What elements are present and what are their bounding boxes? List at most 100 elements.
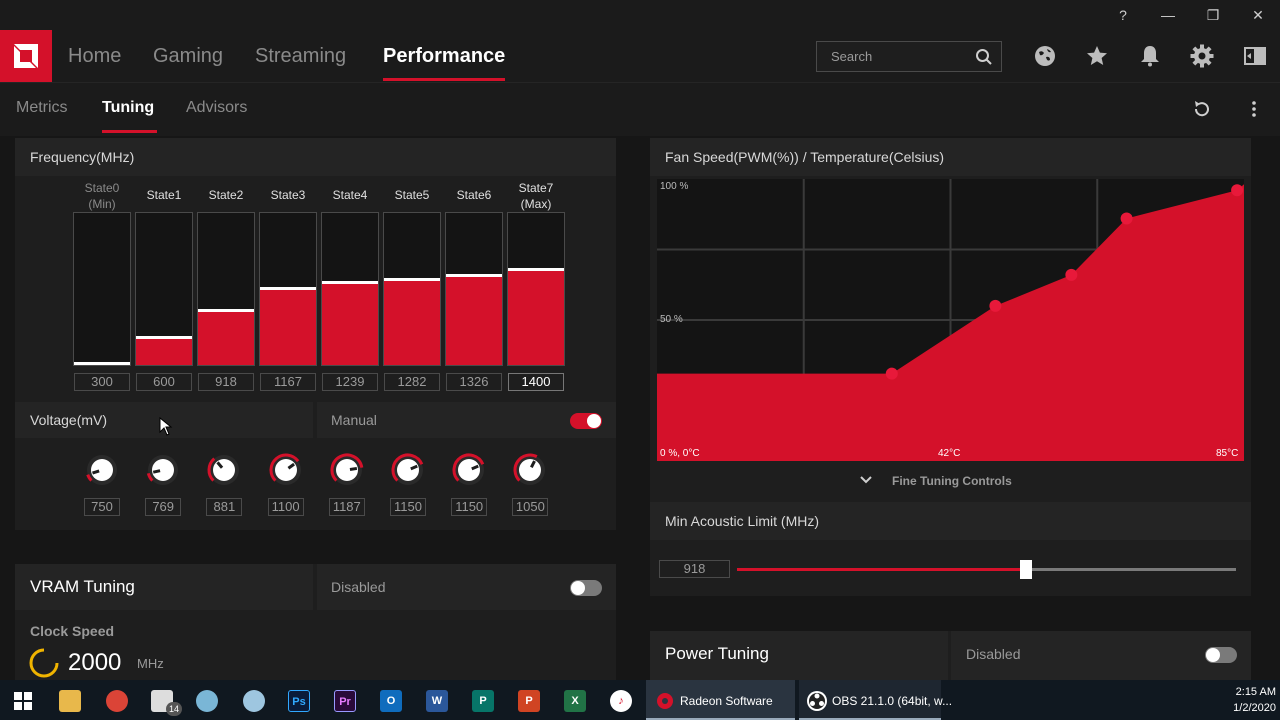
fan-curve-point[interactable] — [1231, 184, 1244, 197]
frequency-slider[interactable] — [73, 212, 131, 366]
voltage-value-field[interactable]: 1050 — [512, 498, 549, 516]
amd-logo-icon[interactable] — [0, 30, 52, 82]
voltage-knob[interactable] — [269, 453, 303, 487]
voltage-knob[interactable] — [452, 453, 486, 487]
taskbar-date[interactable]: 1/2/2020 — [1233, 702, 1276, 714]
frequency-value-field[interactable]: 918 — [198, 373, 254, 391]
voltage-knob[interactable] — [146, 453, 180, 487]
power-header — [650, 631, 948, 680]
taskbar-time[interactable]: 2:15 AM — [1235, 686, 1276, 698]
search-input[interactable]: Search — [816, 41, 1002, 72]
fan-curve-chart[interactable]: 100 % 50 % 0 %, 0°C 42°C 85°C — [657, 179, 1244, 461]
frequency-value-field[interactable]: 600 — [136, 373, 192, 391]
clock-speed-unit: MHz — [137, 656, 164, 671]
nav-streaming[interactable]: Streaming — [255, 45, 347, 67]
voltage-value-field[interactable]: 1150 — [451, 498, 488, 516]
vram-status-header — [317, 564, 616, 610]
windows-taskbar — [0, 680, 1280, 720]
voltage-mode-label: Manual — [331, 412, 377, 428]
acoustic-header — [650, 502, 1251, 540]
frequency-slider-fill — [198, 308, 254, 365]
frequency-slider[interactable] — [507, 212, 565, 366]
frequency-slider[interactable] — [445, 212, 503, 366]
voltage-value-field[interactable]: 769 — [145, 498, 182, 516]
voltage-knob[interactable] — [85, 453, 119, 487]
star-icon[interactable] — [1085, 44, 1109, 68]
fan-curve-point[interactable] — [1065, 268, 1078, 281]
nav-home[interactable]: Home — [68, 45, 122, 67]
frequency-slider[interactable] — [321, 212, 379, 366]
frequency-value-field[interactable]: 1400 — [508, 373, 564, 391]
nav-performance[interactable]: Performance — [383, 45, 506, 67]
state-label: State1 — [146, 188, 182, 202]
nav-active-indicator — [383, 78, 505, 81]
close-button[interactable]: ✕ — [1252, 7, 1264, 23]
windows-start-icon[interactable] — [13, 691, 33, 711]
fan-curve-point[interactable] — [885, 367, 898, 380]
frequency-value-field[interactable]: 1239 — [322, 373, 378, 391]
paint-icon[interactable] — [243, 690, 265, 712]
app-icon[interactable] — [196, 690, 218, 712]
sidebar-toggle-icon[interactable] — [1243, 44, 1267, 68]
vram-toggle[interactable] — [570, 580, 602, 596]
frequency-slider[interactable] — [197, 212, 255, 366]
clock-gauge-icon — [29, 648, 59, 678]
restore-button[interactable]: ❐ — [1206, 7, 1220, 23]
word-icon[interactable]: W — [426, 690, 448, 712]
power-toggle[interactable] — [1205, 647, 1237, 663]
vram-header — [15, 564, 313, 610]
itunes-icon[interactable]: ♪ — [610, 690, 632, 712]
file-explorer-icon[interactable] — [59, 690, 81, 712]
voltage-value-field[interactable]: 881 — [206, 498, 243, 516]
voltage-manual-toggle[interactable] — [570, 413, 602, 429]
voltage-value-field[interactable]: 750 — [84, 498, 120, 516]
excel-icon[interactable]: X — [564, 690, 586, 712]
outlook-icon[interactable]: O — [380, 690, 402, 712]
globe-icon[interactable] — [1033, 44, 1057, 68]
fine-tuning-controls-link[interactable]: Fine Tuning Controls — [892, 474, 1012, 488]
obs-icon — [807, 691, 827, 711]
fan-header — [650, 138, 1251, 176]
title-bar: ? — ❐ ✕ — [0, 0, 1280, 30]
voltage-knob[interactable] — [391, 453, 425, 487]
frequency-slider[interactable] — [383, 212, 441, 366]
frequency-value-field[interactable]: 300 — [74, 373, 130, 391]
voltage-knob[interactable] — [207, 453, 241, 487]
tab-advisors[interactable]: Advisors — [186, 99, 248, 116]
minimize-button[interactable]: — — [1161, 7, 1175, 23]
powerpoint-icon[interactable]: P — [518, 690, 540, 712]
voltage-knob[interactable] — [330, 453, 364, 487]
frequency-value-field[interactable]: 1282 — [384, 373, 440, 391]
photoshop-icon[interactable]: Ps — [288, 690, 310, 712]
premiere-icon[interactable]: Pr — [334, 690, 356, 712]
frequency-slider[interactable] — [259, 212, 317, 366]
voltage-value-field[interactable]: 1100 — [267, 498, 304, 516]
fan-y-top-label: 100 % — [660, 181, 688, 192]
nav-gaming[interactable]: Gaming — [153, 45, 224, 67]
voltage-value-field[interactable]: 1187 — [328, 498, 365, 516]
fan-curve-point[interactable] — [989, 299, 1002, 312]
voltage-value-field[interactable]: 1150 — [390, 498, 426, 516]
voltage-title: Voltage(mV) — [30, 412, 108, 428]
help-icon[interactable]: ? — [1119, 7, 1127, 23]
bell-icon[interactable] — [1138, 44, 1162, 68]
frequency-value-field[interactable]: 1167 — [260, 373, 316, 391]
tab-tuning[interactable]: Tuning — [102, 99, 155, 116]
frequency-value-field[interactable]: 1326 — [446, 373, 502, 391]
fan-x-origin-label: 0 %, 0°C — [660, 448, 700, 459]
gear-icon[interactable] — [1190, 44, 1214, 68]
publisher-icon[interactable]: P — [472, 690, 494, 712]
reset-icon[interactable] — [1192, 99, 1212, 119]
power-title: Power Tuning — [665, 644, 769, 663]
voltage-knob[interactable] — [513, 453, 547, 487]
fan-curve-point[interactable] — [1120, 212, 1133, 225]
chevron-down-icon[interactable] — [859, 474, 873, 486]
tab-metrics[interactable]: Metrics — [16, 99, 68, 116]
acoustic-slider-thumb[interactable] — [1020, 560, 1033, 579]
radeon-icon — [657, 693, 673, 709]
chrome-icon[interactable] — [106, 690, 128, 712]
acoustic-value-field[interactable]: 918 — [659, 560, 730, 578]
frequency-slider[interactable] — [135, 212, 193, 366]
more-options-icon[interactable] — [1246, 99, 1262, 119]
state-label: State2 — [208, 188, 244, 202]
